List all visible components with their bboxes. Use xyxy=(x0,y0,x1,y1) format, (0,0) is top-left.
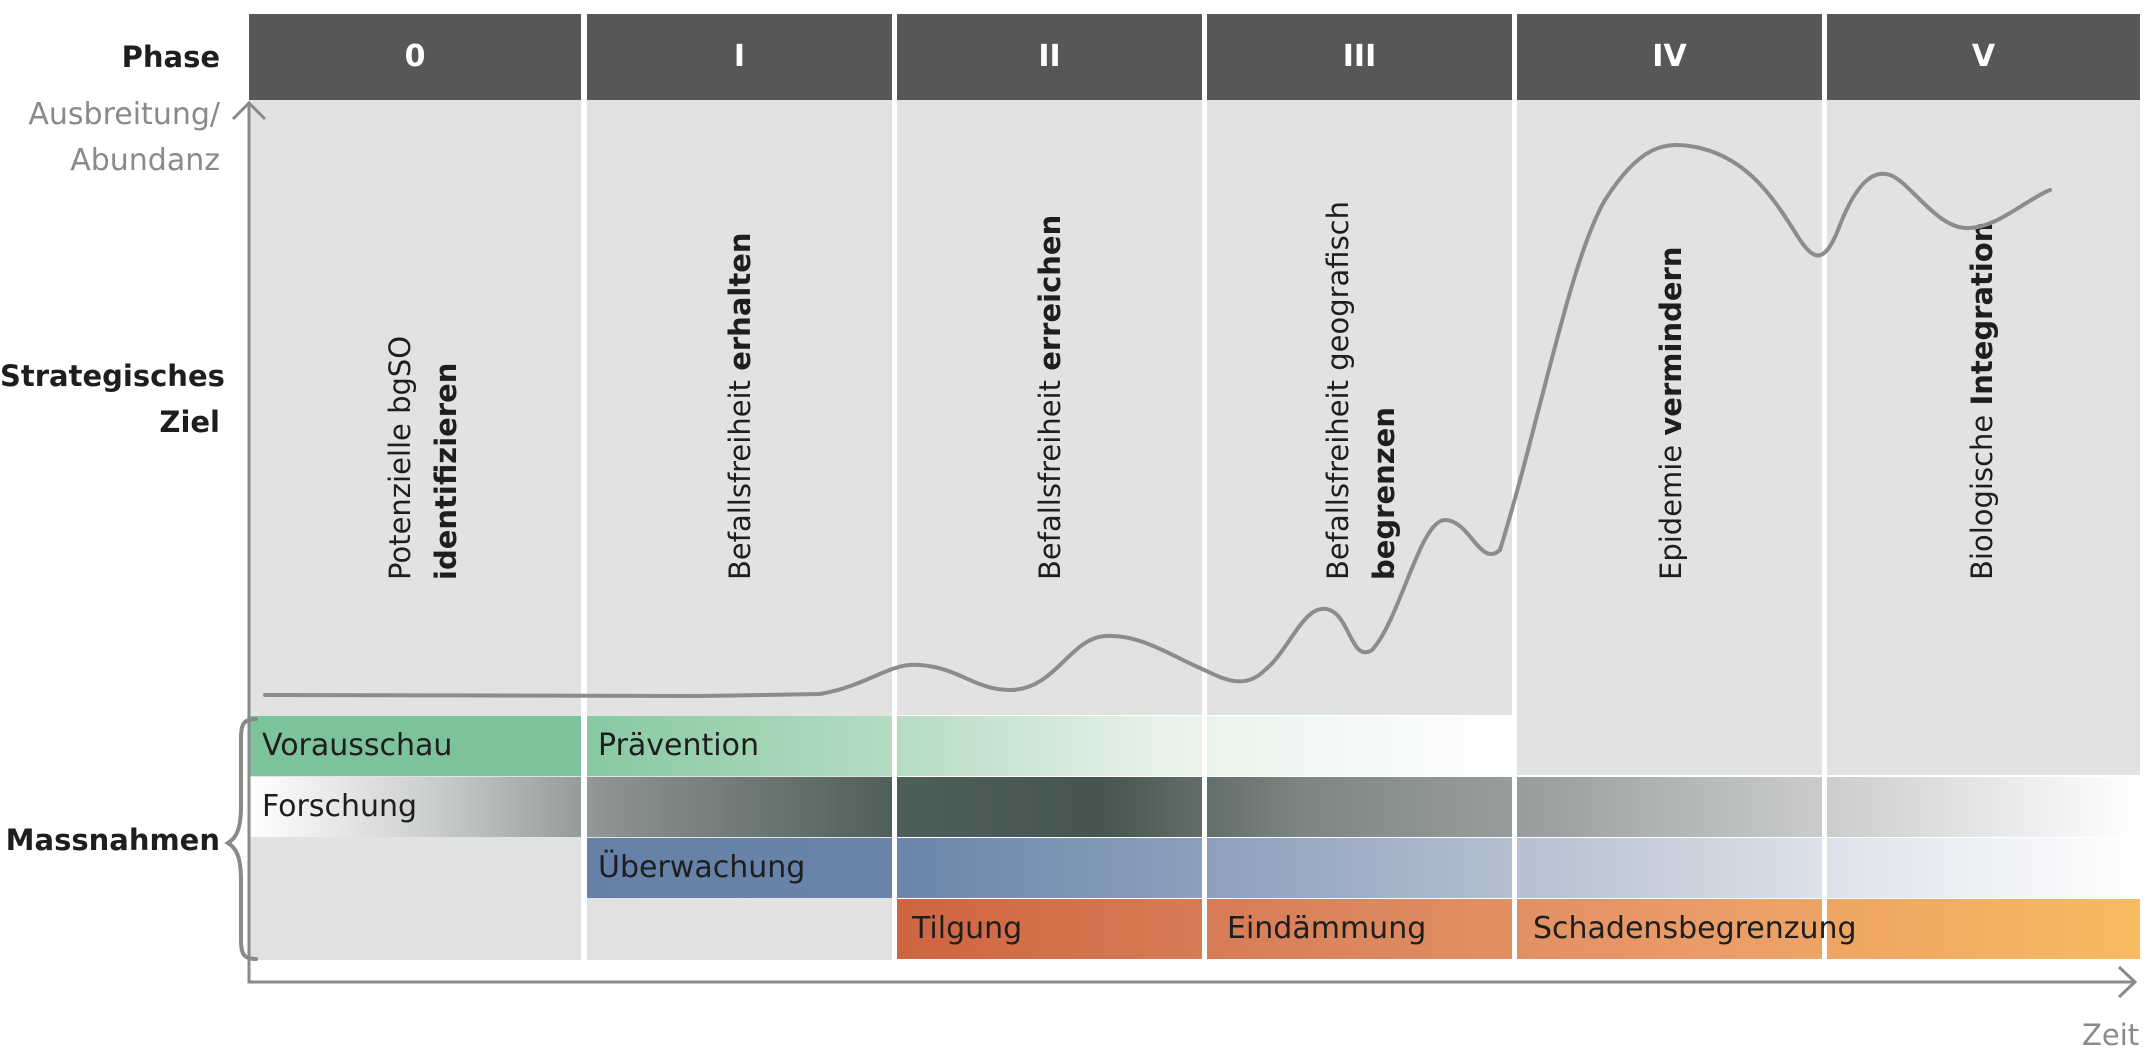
phase-number-1: I xyxy=(733,39,746,74)
y-axis-arrow-icon xyxy=(231,100,267,121)
y-axis-label-line-2: Abundanz xyxy=(70,143,220,178)
phase-number-4: IV xyxy=(1652,39,1687,74)
measure-label-eindaemmung: Eindämmung xyxy=(1227,911,1427,946)
column-separator xyxy=(1822,14,1827,960)
measures-row-label: Massnahmen xyxy=(5,823,220,857)
phase-column-2 xyxy=(897,100,1202,715)
measure-bar-vorausschau xyxy=(249,716,581,776)
strategic-goal-label-line-1: Strategisches xyxy=(0,359,225,393)
phase-header-0 xyxy=(249,14,581,100)
measure-label-tilgung: Tilgung xyxy=(912,911,1023,946)
strategic-goal-row-label: Strategisches Ziel xyxy=(0,353,225,445)
measure-label-ueberwachung: Überwachung xyxy=(598,850,806,885)
phase-header-4 xyxy=(1517,14,1822,100)
phase-column-3 xyxy=(1207,100,1512,715)
phase-row-label: Phase xyxy=(121,40,220,74)
measure-label-forschung: Forschung xyxy=(262,789,418,824)
phase-header-5 xyxy=(1827,14,2140,100)
measure-bar-praevention xyxy=(587,716,1512,776)
phase-column-5 xyxy=(1827,100,2140,775)
spread-abundance-curve xyxy=(263,143,2052,699)
measures-brace xyxy=(224,717,258,961)
y-axis-line xyxy=(247,104,2134,984)
phase-number-0: 0 xyxy=(404,39,426,74)
phase-header-2 xyxy=(897,14,1202,100)
measure-label-vorausschau: Vorausschau xyxy=(262,728,453,763)
strategic-goal-label-line-2: Ziel xyxy=(159,405,220,439)
phase-number-3: III xyxy=(1342,39,1377,74)
column-separator xyxy=(892,14,897,960)
measure-label-praevention: Prävention xyxy=(598,728,759,763)
column-separator xyxy=(581,14,587,960)
phase-header-3 xyxy=(1207,14,1512,100)
measure-bar-tilgung xyxy=(897,899,2140,959)
phase-number-5: V xyxy=(1971,39,1996,74)
measure-label-schadensbegrenzung: Schadensbegrenzung xyxy=(1533,911,1857,946)
phase-number-2: II xyxy=(1038,39,1061,74)
column-separator xyxy=(1512,14,1517,960)
phase-header-1 xyxy=(587,14,892,100)
y-axis-label: Ausbreitung/ Abundanz xyxy=(0,92,220,184)
x-axis-label: Zeit xyxy=(2082,1018,2140,1052)
column-separator xyxy=(1202,14,1207,960)
phase-column-4 xyxy=(1517,100,1822,775)
measure-bar-ueberwachung xyxy=(587,838,2140,898)
y-axis-label-line-1: Ausbreitung/ xyxy=(28,97,220,132)
x-axis-arrow-icon xyxy=(2117,965,2138,999)
